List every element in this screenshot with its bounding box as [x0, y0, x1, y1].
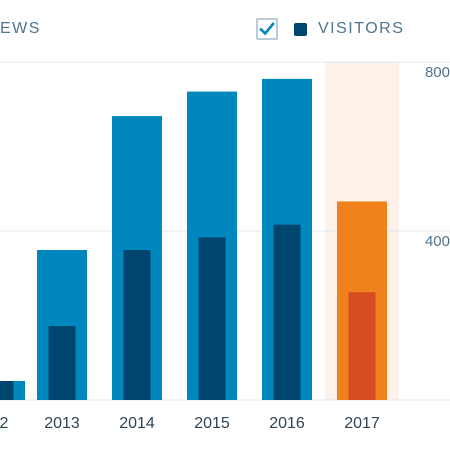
- legend-views-label: EWS: [0, 20, 41, 37]
- visitors-bar-2016: [273, 224, 301, 400]
- legend-visitors-label: VISITORS: [318, 20, 405, 37]
- visitors-bar-2013: [48, 326, 76, 400]
- visitors-legend-swatch: [294, 23, 307, 36]
- visitors-bar-2015: [198, 237, 226, 400]
- x-tick-label-2013: 2013: [44, 415, 80, 432]
- x-tick-label-2017: 2017: [344, 415, 380, 432]
- x-tick-label-2012: 2: [0, 415, 9, 432]
- x-tick-label-2016: 2016: [269, 415, 305, 432]
- visitors-bar-2014: [123, 250, 151, 400]
- x-tick-label-2014: 2014: [119, 415, 155, 432]
- y-tick-label-800: 800: [425, 64, 450, 81]
- x-tick-label-2015: 2015: [194, 415, 230, 432]
- visitors-bar-2012: [0, 380, 14, 400]
- checkmark-icon: [259, 22, 275, 36]
- y-tick-label-400: 400: [425, 233, 450, 250]
- visitors-bar-2017: [348, 292, 376, 400]
- visitors-checkbox[interactable]: [256, 18, 278, 40]
